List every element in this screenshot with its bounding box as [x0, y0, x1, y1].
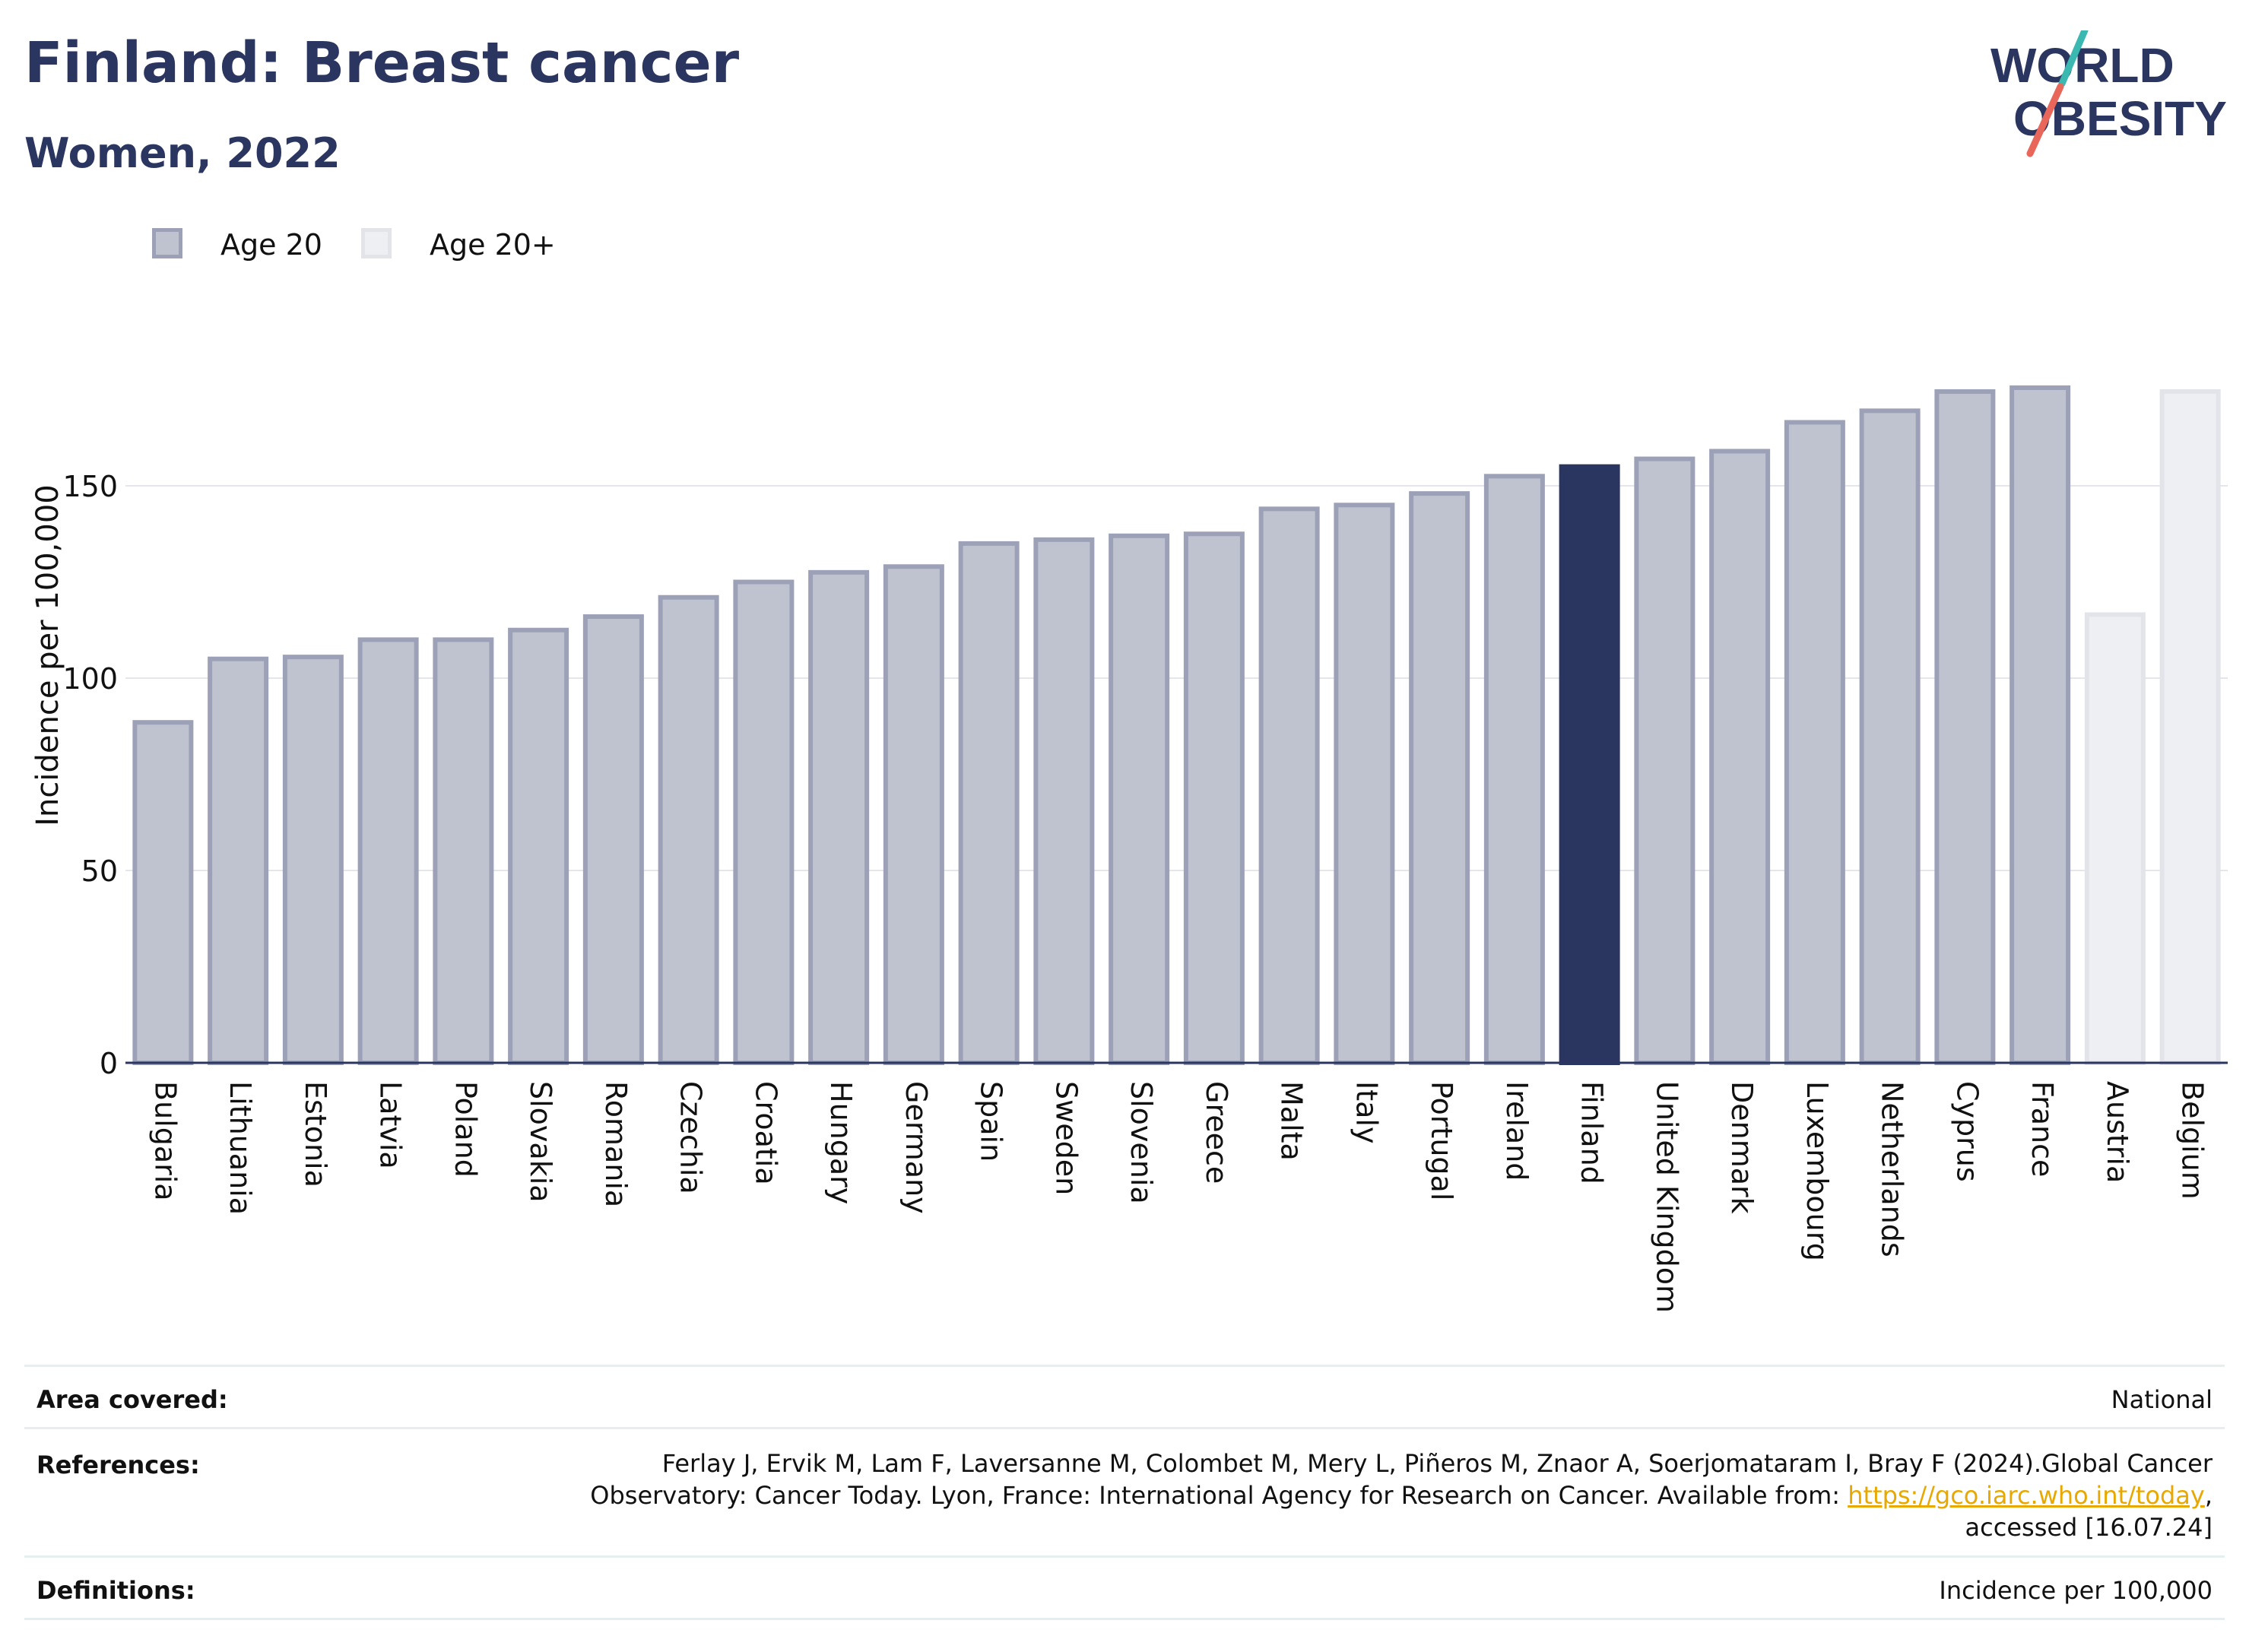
x-tick-label: Poland: [449, 1081, 482, 1178]
bar-age20-spain: [958, 541, 1020, 1065]
x-tick-label: Lithuania: [224, 1081, 257, 1215]
definitions-label: Definitions:: [36, 1576, 195, 1605]
bar-age20plus-belgium: [2159, 389, 2221, 1065]
bar-age20-united-kingdom: [1634, 456, 1695, 1065]
bar-age20-france: [2010, 385, 2071, 1066]
definitions-row: Definitions: Incidence per 100,000: [24, 1555, 2225, 1619]
bar-age20-germany: [883, 564, 944, 1065]
page-subtitle: Women, 2022: [24, 129, 341, 177]
bar-age20-netherlands: [1859, 408, 1921, 1065]
x-tick-label: United Kingdom: [1650, 1081, 1683, 1313]
x-tick-label: Cyprus: [1950, 1081, 1984, 1182]
bar-age20-ireland: [1483, 474, 1545, 1065]
x-tick-label: Germany: [899, 1081, 933, 1214]
x-tick-label: Malta: [1275, 1081, 1308, 1161]
y-tick-label: 150: [62, 470, 118, 503]
y-axis-label: Incidence per 100,000: [30, 484, 65, 826]
bar-age20-denmark: [1709, 449, 1771, 1065]
x-tick-label: Latvia: [374, 1081, 408, 1169]
bar-age20plus-austria: [2084, 612, 2146, 1065]
x-tick-label: Belgium: [2176, 1081, 2209, 1200]
references-line2-text: Observatory: Cancer Today. Lyon, France:…: [590, 1481, 1848, 1510]
x-tick-label: Romania: [599, 1081, 633, 1207]
logo-slash-teal: [2058, 30, 2089, 87]
x-tick-label: Netherlands: [1876, 1081, 1909, 1257]
bar-age20-greece: [1183, 531, 1245, 1065]
legend-swatch-age20plus: [361, 228, 392, 258]
legend-label-age20: Age 20: [220, 228, 322, 262]
x-tick-label: Greece: [1200, 1081, 1233, 1184]
bar-age20-czechia: [658, 595, 719, 1065]
bar-age20-slovakia: [508, 627, 569, 1065]
y-tick-label: 0: [100, 1047, 118, 1080]
references-line3: accessed [16.07.24]: [1965, 1513, 2213, 1542]
x-tick-label: Italy: [1350, 1081, 1383, 1143]
references-link[interactable]: https://gco.iarc.who.int/today: [1848, 1481, 2205, 1510]
area-covered-value: National: [2111, 1385, 2213, 1414]
page-title: Finland: Breast cancer: [24, 30, 740, 96]
footer-bottom-rule: [24, 1618, 2225, 1620]
area-covered-label: Area covered:: [36, 1385, 228, 1414]
x-tick-label: Hungary: [824, 1081, 858, 1204]
y-tick-label: 100: [62, 662, 118, 696]
logo-line1: WORLD: [1990, 38, 2174, 93]
bar-age20-latvia: [357, 637, 419, 1065]
x-tick-label: Slovenia: [1124, 1081, 1158, 1204]
x-tick-label: Portugal: [1425, 1081, 1458, 1200]
bar-age20-bulgaria: [132, 720, 194, 1065]
bar-age20-lithuania: [208, 656, 269, 1065]
bar-age20-finland: [1559, 464, 1620, 1065]
x-tick-label: Luxembourg: [1800, 1081, 1834, 1261]
x-tick-label: Denmark: [1725, 1081, 1759, 1214]
references-label: References:: [36, 1451, 200, 1479]
bar-age20-sweden: [1033, 537, 1095, 1065]
x-tick-label: Czechia: [674, 1081, 708, 1194]
x-tick-label: Spain: [975, 1081, 1008, 1162]
references-line2-post: ,: [2204, 1481, 2213, 1510]
references-row: References: Ferlay J, Ervik M, Lam F, La…: [24, 1427, 2225, 1555]
y-tick-label: 50: [81, 855, 118, 888]
references-line2: Observatory: Cancer Today. Lyon, France:…: [590, 1479, 2213, 1511]
bar-age20-slovenia: [1109, 533, 1170, 1065]
area-covered-row: Area covered: National: [24, 1365, 2225, 1428]
x-tick-label: Finland: [1575, 1081, 1609, 1184]
world-obesity-logo: WORLD OBESITY: [1990, 30, 2227, 157]
x-tick-label: France: [2025, 1081, 2059, 1177]
bar-age20-italy: [1334, 503, 1395, 1065]
x-tick-label: Bulgaria: [148, 1081, 182, 1201]
bar-age20-croatia: [733, 579, 795, 1065]
x-tick-label: Sweden: [1049, 1081, 1083, 1195]
x-tick-label: Slovakia: [524, 1081, 557, 1203]
bar-age20-estonia: [282, 655, 344, 1065]
bar-age20-luxembourg: [1784, 420, 1845, 1065]
bar-age20-malta: [1258, 506, 1320, 1065]
legend-label-age20plus: Age 20+: [430, 228, 556, 262]
references-value: Ferlay J, Ervik M, Lam F, Laversanne M, …: [590, 1447, 2213, 1543]
legend-swatch-age20: [152, 228, 182, 258]
x-tick-label: Austria: [2101, 1081, 2134, 1183]
x-tick-label: Croatia: [749, 1081, 782, 1185]
logo-slash-red: [2026, 83, 2064, 157]
references-line1: Ferlay J, Ervik M, Lam F, Laversanne M, …: [661, 1449, 2213, 1478]
x-tick-label: Estonia: [299, 1081, 332, 1187]
x-tick-label: Ireland: [1500, 1081, 1534, 1181]
bar-age20-poland: [433, 637, 494, 1065]
definitions-value: Incidence per 100,000: [1939, 1576, 2213, 1605]
bar-age20-romania: [582, 614, 644, 1065]
bar-age20-portugal: [1409, 491, 1470, 1065]
bar-age20-cyprus: [1934, 389, 1996, 1065]
bar-age20-hungary: [808, 569, 870, 1065]
